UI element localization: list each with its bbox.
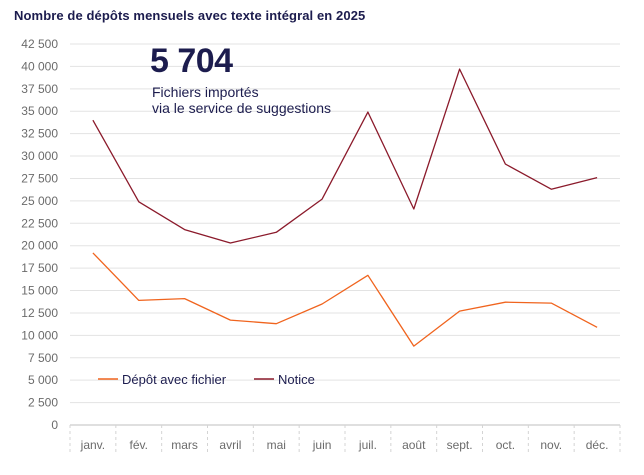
x-tick-label: juin bbox=[312, 438, 332, 452]
y-tick-label: 20 000 bbox=[21, 239, 58, 253]
y-tick-label: 37 500 bbox=[21, 82, 58, 96]
callout-line-1: Fichiers importés bbox=[152, 84, 259, 100]
legend-label-depot: Dépôt avec fichier bbox=[122, 372, 227, 387]
series-line-depot bbox=[92, 252, 598, 347]
y-tick-label: 17 500 bbox=[21, 261, 58, 275]
y-tick-label: 32 500 bbox=[21, 127, 58, 141]
callout-line-2: via le service de suggestions bbox=[152, 100, 331, 116]
x-tick-label: avril bbox=[219, 438, 241, 452]
chart-title: Nombre de dépôts mensuels avec texte int… bbox=[14, 8, 366, 23]
legend: Dépôt avec fichier Notice bbox=[98, 372, 315, 387]
y-tick-label: 10 000 bbox=[21, 328, 58, 342]
series-line-notice bbox=[92, 68, 598, 244]
x-tick-label: mai bbox=[267, 438, 286, 452]
y-tick-label: 22 500 bbox=[21, 216, 58, 230]
y-tick-label: 40 000 bbox=[21, 59, 58, 73]
y-tick-label: 15 000 bbox=[21, 284, 58, 298]
y-tick-label: 2 500 bbox=[28, 396, 58, 410]
x-tick-label: fév. bbox=[130, 438, 148, 452]
x-tick-label: nov. bbox=[540, 438, 562, 452]
y-tick-label: 42 500 bbox=[21, 37, 58, 51]
x-tick-label: janv. bbox=[80, 438, 105, 452]
legend-label-notice: Notice bbox=[278, 372, 315, 387]
y-tick-label: 30 000 bbox=[21, 149, 58, 163]
callout-value: 5 704 bbox=[150, 42, 233, 80]
y-tick-label: 12 500 bbox=[21, 306, 58, 320]
x-tick-label: mars bbox=[171, 438, 198, 452]
x-tick-label: sept. bbox=[447, 438, 473, 452]
y-tick-label: 5 000 bbox=[28, 373, 58, 387]
y-tick-label: 7 500 bbox=[28, 351, 58, 365]
y-tick-label: 27 500 bbox=[21, 171, 58, 185]
y-tick-label: 25 000 bbox=[21, 194, 58, 208]
x-tick-label: déc. bbox=[586, 438, 609, 452]
x-tick-label: août bbox=[402, 438, 426, 452]
y-tick-label: 0 bbox=[51, 418, 58, 432]
callout-description: Fichiers importés via le service de sugg… bbox=[152, 84, 331, 116]
x-tick-label: oct. bbox=[496, 438, 515, 452]
y-tick-label: 35 000 bbox=[21, 104, 58, 118]
x-tick-label: juil. bbox=[358, 438, 377, 452]
